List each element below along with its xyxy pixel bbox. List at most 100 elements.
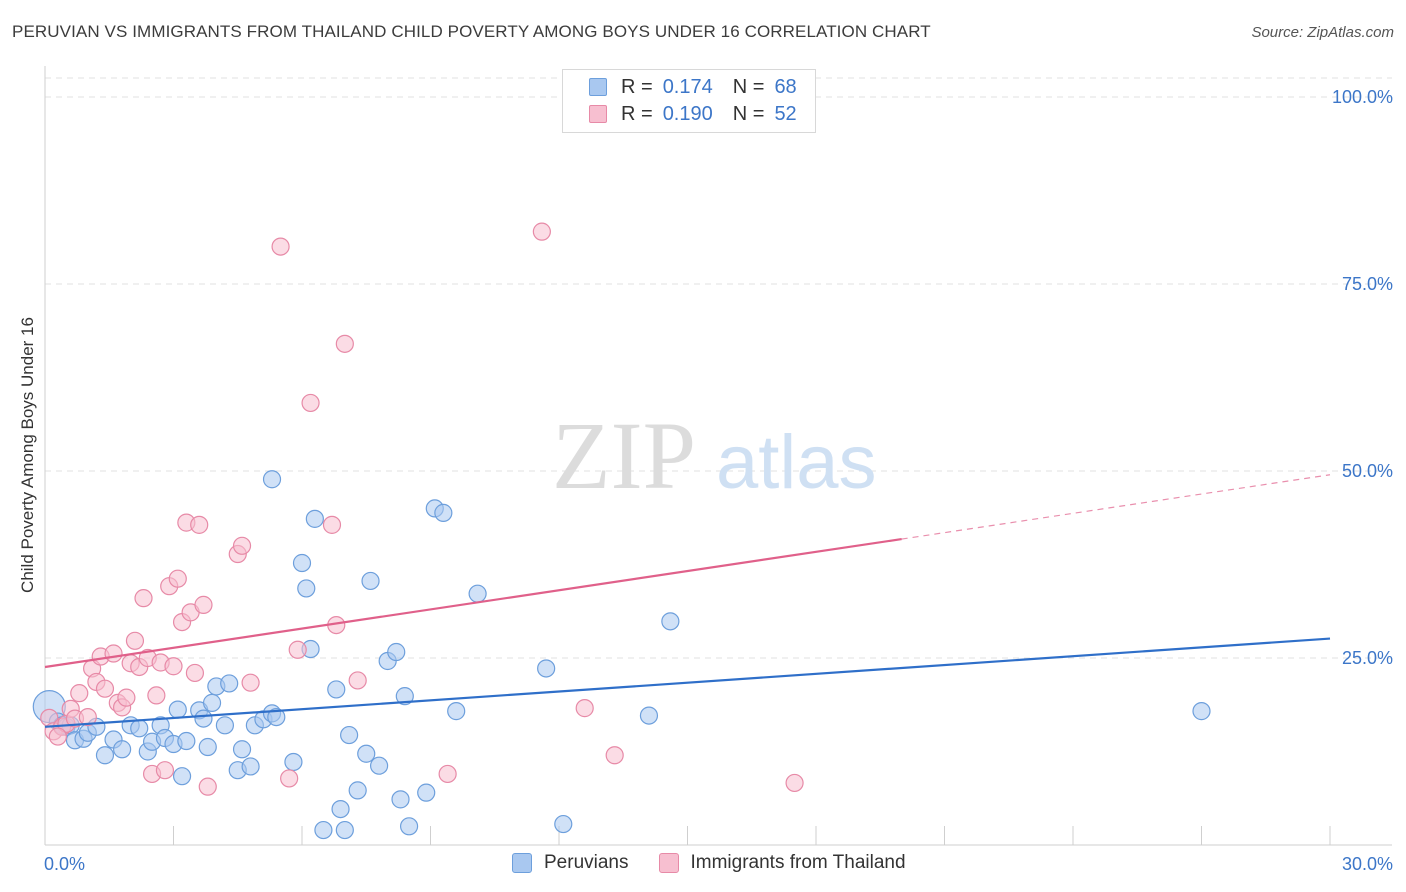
thailand-point	[70, 684, 89, 703]
peruvian-point	[241, 757, 260, 776]
peruvian-point	[331, 799, 350, 819]
thailand-point	[48, 727, 67, 746]
thailand-trend-extension	[901, 474, 1331, 540]
peruvian-point	[417, 783, 436, 802]
tick-labels: 25.0% 50.0% 75.0% 100.0% 0.0% 30.0%	[44, 87, 1393, 874]
n-label: N =	[732, 75, 765, 98]
peruvian-point	[292, 553, 312, 573]
legend-label: Peruvians	[544, 852, 629, 873]
peruvian-point	[447, 702, 466, 721]
thailand-point	[438, 764, 457, 784]
thailand-point	[575, 699, 594, 718]
thailand-point	[190, 515, 209, 534]
peruvian-point	[130, 719, 149, 738]
peruvian-point	[348, 781, 367, 800]
thailand-point	[117, 688, 136, 707]
peruvian-point	[172, 767, 192, 786]
legend-row-peruvians: R = 0.174 N = 68	[589, 75, 797, 99]
peruvian-point	[434, 503, 453, 522]
thailand-point	[532, 222, 551, 241]
peruvian-point	[387, 642, 406, 662]
thailand-point	[322, 515, 342, 534]
n-value: 52	[774, 102, 797, 125]
y-tick-label: 25.0%	[1342, 648, 1393, 668]
peruvian-point	[112, 740, 132, 759]
thailand-point	[104, 644, 123, 663]
data-points	[32, 222, 1211, 840]
peruvian-point	[305, 509, 324, 528]
thailand-point	[185, 663, 205, 683]
thailand-point	[95, 679, 115, 698]
legend-item-thailand[interactable]: Immigrants from Thailand	[658, 852, 906, 874]
watermark-atlas: atlas	[716, 420, 877, 505]
peruvian-point	[297, 579, 316, 598]
peruvian-point	[232, 740, 252, 759]
peruvian-point	[314, 820, 333, 840]
thailand-trend-line	[44, 537, 902, 669]
legend-row-thailand: R = 0.190 N = 52	[589, 102, 797, 126]
peruvian-point	[220, 674, 239, 693]
watermark: ZIP atlas	[552, 402, 877, 509]
thailand-point	[134, 589, 153, 608]
thailand-point	[348, 671, 367, 690]
thailand-point	[335, 334, 354, 353]
thailand-point	[198, 777, 217, 796]
peruvians-legend-swatch	[512, 853, 532, 873]
peruvians-trend-line	[44, 637, 1331, 728]
source-credit: Source: ZipAtlas.com	[1251, 24, 1394, 41]
thailand-swatch	[589, 105, 607, 123]
peruvian-point	[639, 706, 659, 725]
thailand-point	[785, 773, 804, 793]
y-tick-label: 50.0%	[1342, 461, 1393, 481]
peruvian-point	[361, 571, 380, 591]
n-label: N =	[732, 102, 765, 125]
peruvians-swatch	[589, 78, 607, 96]
thailand-point	[168, 569, 187, 588]
thailand-point	[301, 393, 320, 413]
peruvian-point	[468, 584, 487, 603]
peruvian-point	[327, 680, 346, 699]
peruvian-point	[267, 707, 286, 727]
peruvian-point	[370, 756, 389, 775]
thailand-point	[125, 631, 145, 650]
peruvian-point	[262, 470, 282, 489]
r-label: R =	[621, 102, 653, 125]
thailand-point	[194, 595, 213, 614]
thailand-point	[605, 746, 624, 765]
gridlines	[45, 77, 1392, 659]
peruvian-point	[215, 716, 234, 735]
correlation-legend: R = 0.174 N = 68 R = 0.190 N = 52	[562, 69, 816, 133]
n-value: 68	[774, 75, 797, 98]
thailand-point	[288, 640, 307, 659]
y-tick-label: 100.0%	[1332, 87, 1393, 107]
r-value: 0.190	[662, 102, 713, 125]
peruvian-point	[391, 790, 410, 809]
y-axis-label: Child Poverty Among Boys Under 16	[18, 317, 37, 593]
peruvian-point	[95, 746, 115, 765]
peruvian-point	[194, 709, 213, 728]
peruvian-point	[537, 659, 556, 678]
thailand-legend-swatch	[658, 853, 679, 873]
thailand-point	[280, 769, 299, 788]
thailand-point	[155, 761, 175, 780]
peruvian-point	[661, 612, 680, 631]
peruvian-point	[1192, 702, 1211, 721]
peruvian-point	[357, 744, 376, 763]
series-legend: Peruvians Immigrants from Thailand	[512, 852, 936, 874]
peruvian-point	[168, 700, 187, 719]
trend-lines	[44, 474, 1331, 728]
thailand-point	[232, 536, 252, 555]
thailand-point	[147, 686, 166, 705]
legend-item-peruvians[interactable]: Peruvians	[512, 852, 629, 874]
peruvian-point	[177, 731, 196, 751]
watermark-zip: ZIP	[552, 402, 696, 509]
thailand-point	[241, 673, 260, 692]
peruvian-point	[284, 752, 303, 772]
y-tick-label: 75.0%	[1342, 274, 1393, 294]
peruvian-point	[554, 814, 573, 834]
r-value: 0.174	[662, 75, 713, 98]
thailand-point	[78, 707, 97, 727]
peruvian-point	[198, 737, 217, 757]
r-label: R =	[621, 75, 653, 98]
